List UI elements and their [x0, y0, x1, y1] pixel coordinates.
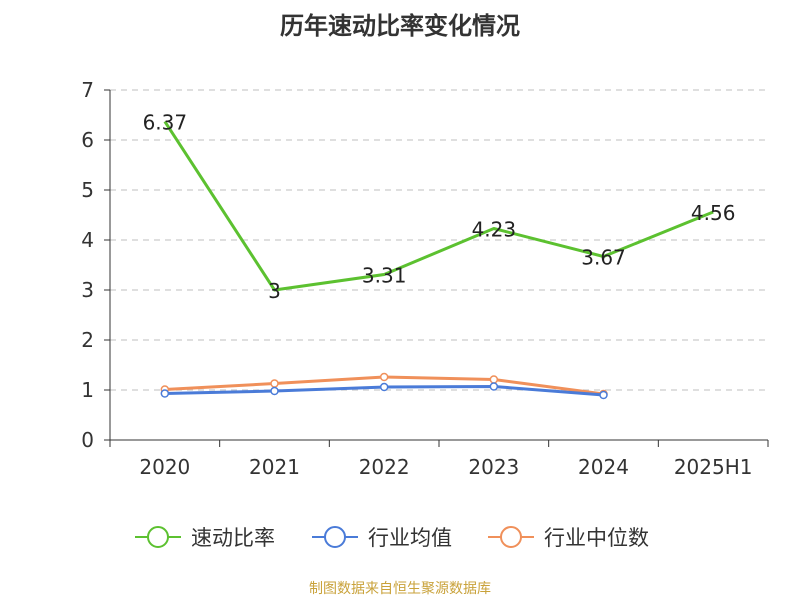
chart-title: 历年速动比率变化情况	[280, 12, 520, 40]
grid-layer	[110, 89, 768, 391]
series-layer	[160, 120, 714, 400]
x-tick-label: 2020	[139, 455, 190, 479]
legend-label: 行业中位数	[544, 526, 649, 550]
y-tick-label: 1	[81, 378, 94, 402]
data-label-layer: 6.37 3 3.31 4.23 3.67 4.56	[143, 111, 736, 304]
y-tick-label: 5	[81, 178, 94, 202]
data-label: 3.67	[581, 246, 626, 270]
source-note: 制图数据来自恒生聚源数据库	[309, 581, 491, 597]
data-label: 3.31	[362, 264, 407, 288]
data-point	[160, 389, 170, 398]
data-point	[489, 382, 499, 391]
data-label: 6.37	[143, 111, 188, 135]
y-tick-label: 2	[81, 328, 94, 352]
legend-marker	[324, 526, 346, 548]
y-tick-label: 4	[81, 228, 94, 252]
x-tick-label: 2025H1	[674, 455, 753, 479]
data-point	[270, 379, 279, 388]
y-tick-label: 7	[81, 78, 94, 102]
legend-marker	[500, 526, 522, 548]
legend: 速动比率 行业均值 行业中位数	[135, 526, 649, 550]
x-tick-label: 2024	[578, 455, 629, 479]
y-tick-label: 6	[81, 128, 94, 152]
y-tick-label: 0	[81, 428, 94, 452]
data-point	[379, 372, 389, 382]
data-label: 4.56	[691, 201, 736, 225]
data-label: 4.23	[472, 218, 517, 242]
legend-label: 行业均值	[368, 526, 452, 550]
data-label: 3	[268, 279, 281, 303]
legend-marker	[147, 526, 169, 548]
data-point	[379, 382, 389, 392]
y-tick-label: 3	[81, 278, 94, 302]
legend-label: 速动比率	[191, 526, 275, 550]
x-tick-label: 2021	[249, 455, 300, 479]
x-tick-label: 2022	[359, 455, 410, 479]
axis-layer: 0 1 2 3 4 5 6 7 2020 2021 2022 2023 2024 2025H1	[81, 78, 769, 479]
series-line	[163, 120, 714, 292]
data-point	[270, 386, 279, 396]
data-point	[489, 375, 499, 384]
data-point	[599, 390, 608, 400]
x-tick-label: 2023	[468, 455, 519, 479]
